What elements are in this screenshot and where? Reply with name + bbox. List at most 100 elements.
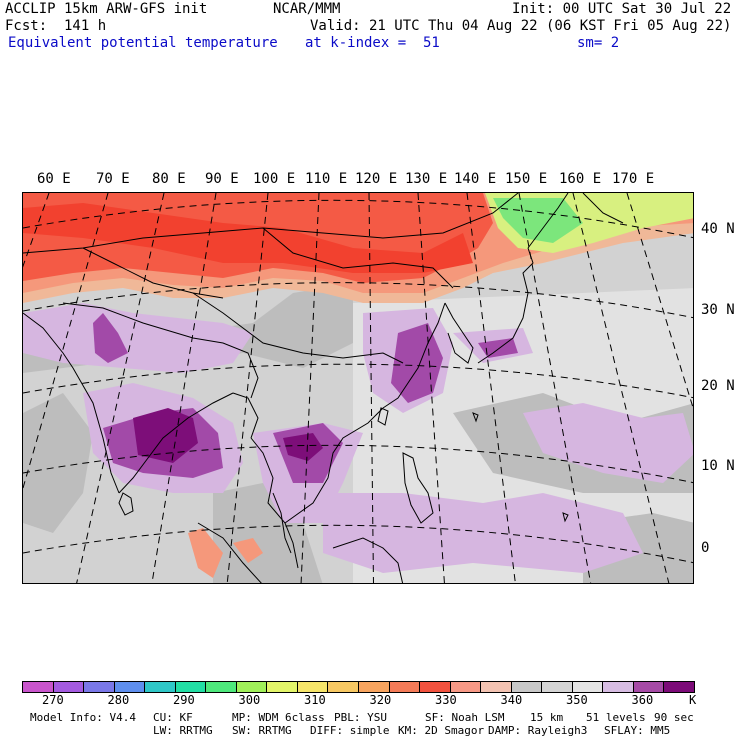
lat-label-0: 0 — [701, 540, 710, 556]
color-legend — [22, 681, 695, 693]
color-legend-swatch — [22, 681, 54, 693]
latitude-gridline — [23, 199, 693, 239]
color-legend-tick: 330 — [435, 693, 457, 707]
grey-region-sumatra — [213, 483, 323, 583]
coastline — [197, 522, 262, 583]
level-info: at k-index = 51 — [305, 35, 440, 51]
lavender-region — [523, 403, 693, 483]
color-legend-tick: 340 — [500, 693, 523, 707]
color-legend-swatch — [144, 681, 176, 693]
lon-label-70e: 70 E — [96, 171, 130, 187]
color-legend-swatch — [235, 681, 268, 693]
lavender-region — [23, 303, 253, 373]
color-legend-tick: 310 — [304, 693, 326, 707]
color-legend-swatch — [449, 681, 482, 693]
color-legend-tick: 290 — [173, 693, 195, 707]
dark-red-band — [23, 203, 473, 273]
coastline — [477, 247, 534, 364]
theta-e-map — [22, 192, 694, 584]
color-legend-swatch — [388, 681, 421, 693]
coastlines-and-borders — [23, 193, 624, 583]
coastline — [284, 407, 384, 524]
color-legend-swatch — [510, 681, 543, 693]
coastline — [232, 392, 259, 439]
smoothing: sm= 2 — [577, 35, 620, 51]
color-legend-swatch — [602, 681, 634, 693]
vertical-levels: 51 levels — [586, 711, 646, 724]
coastline — [272, 492, 292, 554]
coastline — [23, 193, 519, 254]
salmon-island-region — [233, 538, 263, 563]
lon-label-160e: 160 E — [559, 171, 602, 187]
coastline — [118, 392, 234, 494]
coastline — [377, 407, 389, 426]
color-legend-tick: 350 — [566, 693, 588, 707]
color-legend-swatch — [205, 681, 237, 693]
lat-label-30n: 30 N — [701, 302, 735, 318]
longitude-gridline — [300, 193, 320, 583]
coastline — [444, 302, 474, 364]
color-legend-swatch — [266, 681, 298, 693]
longitude-gridline — [626, 193, 693, 410]
purple-region — [93, 313, 128, 363]
color-legend-swatch — [480, 681, 512, 693]
longitude-gridline — [572, 193, 670, 583]
color-legend-swatch — [419, 681, 451, 693]
color-legend-tick: 320 — [369, 693, 392, 707]
coastline — [562, 512, 569, 523]
lat-label-10n: 10 N — [701, 458, 735, 474]
longitude-gridline — [151, 193, 217, 583]
lon-label-80e: 80 E — [152, 171, 186, 187]
forecast-hour: Fcst: 141 h — [5, 18, 107, 34]
microphysics-scheme: MP: WDM 6class — [232, 711, 325, 724]
color-legend-swatch — [113, 681, 146, 693]
pbl-scheme: PBL: YSU — [334, 711, 387, 724]
lon-label-140e: 140 E — [454, 171, 497, 187]
color-legend-swatch — [83, 681, 115, 693]
coastline — [192, 292, 404, 364]
coastline — [472, 412, 479, 423]
theta-e-shading — [23, 193, 693, 583]
latitude-gridline — [23, 524, 693, 564]
lon-label-110e: 110 E — [305, 171, 348, 187]
lat-label-20n: 20 N — [701, 378, 735, 394]
latitude-gridline — [23, 363, 693, 399]
model-title: ACCLIP 15km ARW-GFS init — [5, 1, 208, 17]
lon-label-170e: 170 E — [612, 171, 655, 187]
km-option: KM: 2D Smagor — [398, 724, 485, 737]
lon-label-60e: 60 E — [37, 171, 71, 187]
shortwave-scheme: SW: RRTMG — [232, 724, 292, 737]
coastline — [23, 312, 120, 494]
color-legend-swatch — [541, 681, 573, 693]
coastline — [118, 492, 134, 516]
green-region — [493, 198, 583, 243]
cumulus-scheme: CU: KF — [153, 711, 193, 724]
coastline — [382, 302, 446, 409]
purple-region — [478, 338, 518, 358]
coastline — [527, 193, 569, 249]
longitude-gridline — [417, 193, 445, 583]
coastline — [82, 247, 224, 299]
color-legend-swatch — [632, 681, 665, 693]
diffusion-option: DIFF: simple — [310, 724, 390, 737]
color-legend-swatch — [174, 681, 207, 693]
model-info: Model Info: V4.4 — [30, 711, 136, 724]
coastline — [582, 193, 624, 224]
lon-label-100e: 100 E — [253, 171, 296, 187]
lon-label-130e: 130 E — [405, 171, 448, 187]
coastline — [332, 537, 404, 583]
time-step: 90 sec — [654, 711, 694, 724]
lon-label-150e: 150 E — [505, 171, 548, 187]
coastline — [262, 227, 454, 289]
lon-label-120e: 120 E — [355, 171, 398, 187]
latitude-gridline — [23, 444, 693, 484]
color-legend-swatch — [327, 681, 359, 693]
color-legend-swatch — [358, 681, 390, 693]
longitude-gridline — [76, 193, 165, 583]
color-legend-swatch — [52, 681, 85, 693]
color-legend-tick: 300 — [238, 693, 261, 707]
color-legend-tick: 360 — [631, 693, 654, 707]
organization: NCAR/MMM — [273, 1, 341, 17]
grid-spacing: 15 km — [530, 711, 564, 724]
salmon-island-region — [188, 528, 223, 578]
